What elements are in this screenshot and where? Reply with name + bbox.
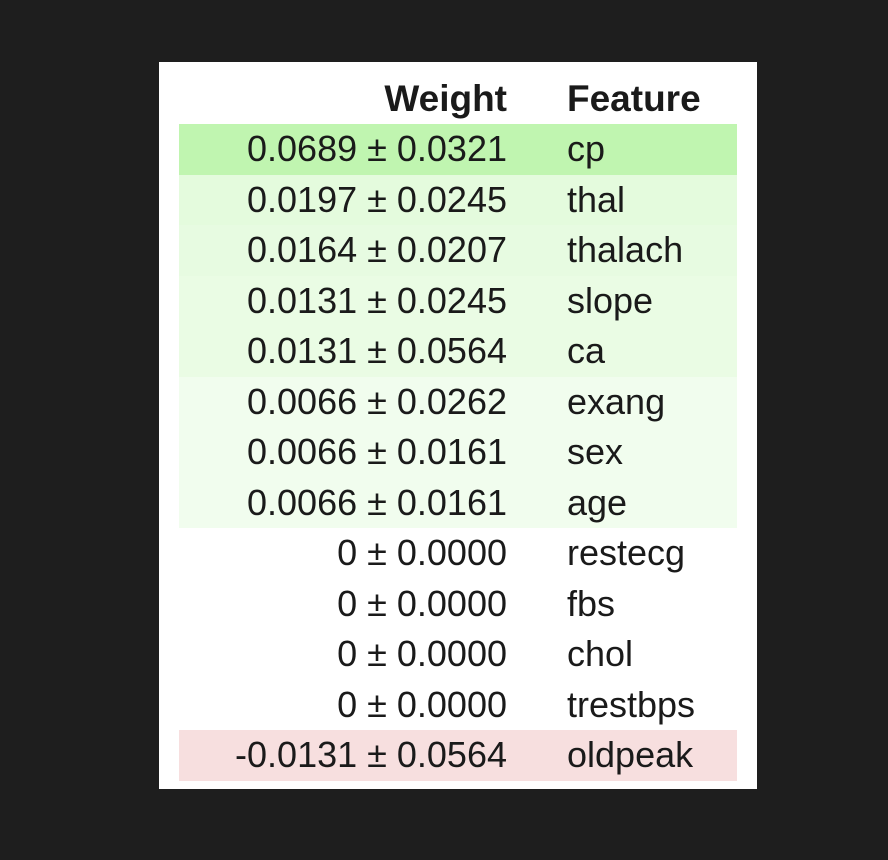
weight-column-header: Weight xyxy=(384,78,507,119)
weight-cell: 0.0164 ± 0.0207 xyxy=(247,229,507,271)
feature-cell: restecg xyxy=(567,532,686,574)
weight-cell: 0 ± 0.0000 xyxy=(337,633,507,675)
weight-cell: 0.0066 ± 0.0161 xyxy=(247,431,507,473)
table-row: 0.0197 ± 0.0245 thal xyxy=(179,174,737,225)
weight-cell: 0 ± 0.0000 xyxy=(337,582,507,624)
feature-cell: ca xyxy=(567,330,606,372)
weight-cell: 0.0066 ± 0.0262 xyxy=(247,380,507,422)
table-row: 0.0066 ± 0.0161 sex xyxy=(179,427,737,478)
table-row: 0.0066 ± 0.0262 exang xyxy=(179,376,737,427)
feature-cell: exang xyxy=(567,380,666,422)
table-row: 0.0131 ± 0.0564 ca xyxy=(179,326,737,377)
feature-cell: oldpeak xyxy=(567,734,694,776)
table-row: 0.0066 ± 0.0161 age xyxy=(179,477,737,528)
feature-column-header: Feature xyxy=(567,78,701,119)
table-row: 0.0164 ± 0.0207 thalach xyxy=(179,225,737,276)
table-row: 0.0689 ± 0.0321 cp xyxy=(179,124,737,175)
feature-cell: chol xyxy=(567,633,634,675)
table-header-row: Weight Feature xyxy=(179,74,737,124)
weight-cell: 0.0689 ± 0.0321 xyxy=(247,128,507,170)
weight-cell: 0 ± 0.0000 xyxy=(337,532,507,574)
table-row: 0 ± 0.0000 trestbps xyxy=(179,679,737,730)
feature-cell: slope xyxy=(567,279,654,321)
table-row: -0.0131 ± 0.0564 oldpeak xyxy=(179,730,737,781)
table-row: 0.0131 ± 0.0245 slope xyxy=(179,275,737,326)
feature-cell: trestbps xyxy=(567,683,696,725)
weight-cell: 0.0131 ± 0.0564 xyxy=(247,330,507,372)
permutation-importance-card: Weight Feature 0.0689 ± 0.0321 cp 0.0197 ±… xyxy=(159,62,757,789)
weight-cell: 0.0197 ± 0.0245 xyxy=(247,178,507,220)
feature-cell: fbs xyxy=(567,582,616,624)
table-row: 0 ± 0.0000 fbs xyxy=(179,578,737,629)
table-row: 0 ± 0.0000 chol xyxy=(179,629,737,680)
feature-cell: thalach xyxy=(567,229,684,271)
weight-cell: 0.0066 ± 0.0161 xyxy=(247,481,507,523)
weight-cell: 0.0131 ± 0.0245 xyxy=(247,279,507,321)
feature-cell: cp xyxy=(567,128,606,170)
feature-cell: sex xyxy=(567,431,624,473)
weight-cell: -0.0131 ± 0.0564 xyxy=(235,734,507,776)
feature-weights-table: Weight Feature 0.0689 ± 0.0321 cp 0.0197 ±… xyxy=(179,74,737,781)
weight-cell: 0 ± 0.0000 xyxy=(337,683,507,725)
table-row: 0 ± 0.0000 restecg xyxy=(179,528,737,579)
feature-cell: age xyxy=(567,481,628,523)
feature-cell: thal xyxy=(567,178,626,220)
